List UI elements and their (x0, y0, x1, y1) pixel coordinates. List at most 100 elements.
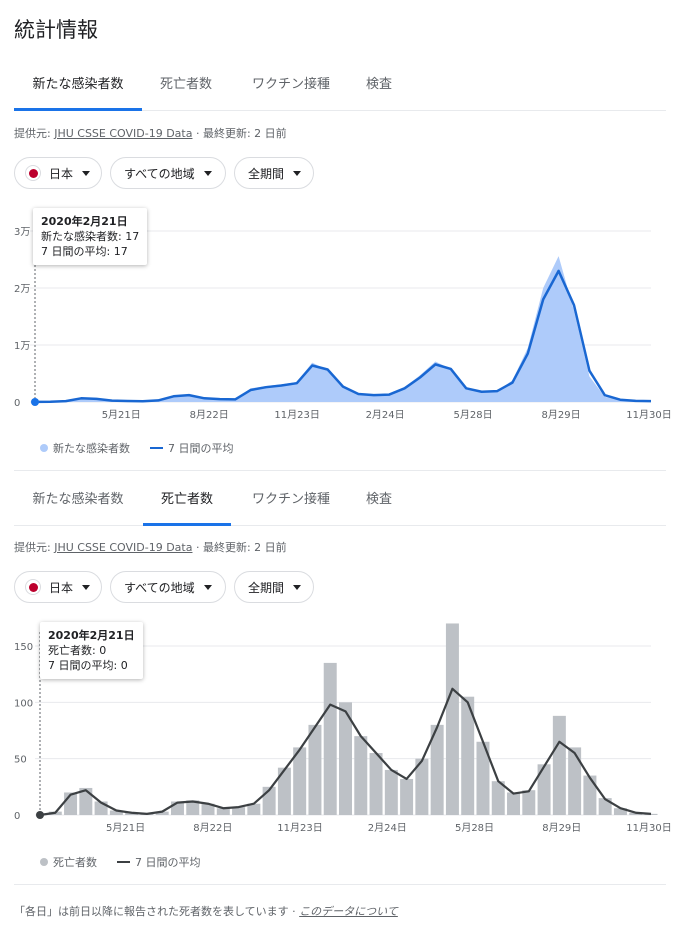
x-tick-label: 8月22日 (190, 409, 229, 421)
last-updated: · 最終更新: 2 日前 (192, 127, 287, 140)
tab-vaccinations[interactable]: ワクチン接種 (251, 77, 330, 92)
source-prefix: 提供元: (14, 541, 55, 554)
daily-bar (369, 753, 383, 815)
legend-daily: 新たな感染者数 (53, 442, 130, 455)
daily-bar (384, 769, 398, 815)
period-dropdown[interactable]: 全期間 (234, 571, 314, 603)
cases-tooltip: 2020年2月21日 新たな感染者数: 17 7 日間の平均: 17 (33, 208, 148, 265)
y-tick-label: 3万 (14, 227, 30, 238)
daily-bar (155, 811, 169, 815)
tab-vaccinations[interactable]: ワクチン接種 (251, 492, 330, 507)
about-data-link[interactable]: このデータについて (299, 905, 398, 918)
source-link[interactable]: JHU CSSE COVID-19 Data (54, 541, 193, 554)
daily-bar (323, 662, 337, 815)
tooltip-date: 2020年2月21日 (48, 629, 135, 642)
daily-bar (552, 715, 566, 815)
tab-tests[interactable]: 検査 (365, 77, 392, 92)
daily-bar (445, 623, 459, 815)
country-dropdown[interactable]: 日本 (14, 571, 102, 603)
tab-new-cases[interactable]: 新たな感染者数 (14, 70, 142, 111)
daily-bar (125, 812, 139, 815)
country-dropdown[interactable]: 日本 (14, 157, 102, 189)
legend-line-icon (150, 447, 163, 449)
daily-bar (400, 778, 414, 815)
new-cases-chart[interactable]: 0 1万 2万 3万 5月21日 8月22日 11月23日 2月24日 5月28日 8月29日 11… (0, 215, 690, 425)
x-tick-label: 2月24日 (366, 409, 405, 421)
x-tick-label: 8月29日 (542, 822, 581, 834)
y-tick-label: 0 (14, 398, 20, 409)
daily-bar (293, 747, 307, 815)
source-link[interactable]: JHU CSSE COVID-19 Data (54, 127, 193, 140)
daily-bar (415, 758, 429, 815)
daily-bar (644, 813, 658, 815)
x-tick-label: 11月23日 (277, 822, 322, 834)
source-prefix: 提供元: (14, 127, 55, 140)
country-label: 日本 (49, 166, 74, 181)
daily-bar (491, 781, 505, 815)
tab-deaths[interactable]: 死亡者数 (159, 77, 212, 92)
hover-point (31, 398, 39, 406)
caret-down-icon (203, 584, 212, 590)
legend-daily: 死亡者数 (53, 856, 97, 869)
deaths-legend: 死亡者数 7 日間の平均 (40, 854, 201, 870)
tooltip-value: 新たな感染者数: 17 (41, 230, 140, 243)
deaths-tooltip: 2020年2月21日 死亡者数: 0 7 日間の平均: 0 (40, 622, 143, 679)
daily-bar (629, 812, 643, 815)
daily-bar (308, 724, 322, 815)
tab-tests[interactable]: 検査 (365, 492, 392, 507)
daily-bar (216, 808, 230, 815)
legend-dot-icon (40, 858, 48, 866)
country-label: 日本 (49, 580, 74, 595)
footer-divider (14, 884, 666, 885)
caret-down-icon (82, 170, 91, 176)
y-tick-label: 0 (14, 811, 20, 822)
legend-average: 7 日間の平均 (168, 442, 234, 455)
average-line (39, 687, 652, 817)
page-title: 統計情報 (14, 18, 98, 42)
section-divider (14, 470, 666, 471)
region-dropdown[interactable]: すべての地域 (110, 571, 226, 603)
daily-bar (613, 808, 627, 815)
daily-bar (476, 741, 490, 815)
legend-dot-icon (40, 444, 48, 452)
footer-note: 「各日」は前日以降に報告された死者数を表しています · このデータについて (14, 903, 398, 919)
daily-bar (186, 800, 200, 815)
daily-bar (247, 803, 261, 815)
tooltip-date: 2020年2月21日 (41, 215, 128, 228)
region-dropdown[interactable]: すべての地域 (110, 157, 226, 189)
caret-down-icon (82, 584, 91, 590)
tab-new-cases[interactable]: 新たな感染者数 (32, 492, 124, 507)
x-tick-label: 5月28日 (455, 822, 494, 834)
x-tick-label: 11月30日 (626, 409, 671, 421)
japan-flag-icon (25, 579, 41, 595)
daily-bar (430, 724, 444, 815)
period-label: 全期間 (248, 580, 285, 595)
caret-down-icon (293, 584, 302, 590)
tab-deaths[interactable]: 死亡者数 (143, 485, 231, 526)
legend-average: 7 日間の平均 (135, 856, 201, 869)
daily-bar (277, 767, 291, 815)
daily-bar (79, 787, 93, 815)
x-tick-label: 5月21日 (106, 822, 145, 834)
stats-tabs: 新たな感染者数 死亡者数 ワクチン接種 検査 (14, 485, 666, 526)
x-tick-label: 5月28日 (454, 409, 493, 421)
daily-bar (522, 790, 536, 815)
x-tick-label: 11月30日 (626, 822, 671, 834)
tooltip-average: 7 日間の平均: 17 (41, 245, 128, 258)
y-tick-label: 1万 (14, 341, 30, 352)
daily-values-area (35, 256, 651, 402)
y-tick-label: 50 (14, 755, 27, 766)
region-label: すべての地域 (124, 166, 195, 181)
japan-flag-icon (25, 165, 41, 181)
tooltip-value: 死亡者数: 0 (48, 644, 107, 657)
daily-bar (507, 792, 521, 815)
cases-legend: 新たな感染者数 7 日間の平均 (40, 440, 234, 456)
x-tick-label: 8月22日 (193, 822, 232, 834)
daily-bar (232, 807, 246, 815)
y-tick-label: 2万 (14, 284, 30, 295)
daily-bar (109, 810, 123, 815)
period-dropdown[interactable]: 全期間 (234, 157, 314, 189)
daily-bar (339, 702, 352, 815)
y-tick-label: 150 (14, 642, 33, 653)
period-label: 全期間 (248, 166, 285, 181)
